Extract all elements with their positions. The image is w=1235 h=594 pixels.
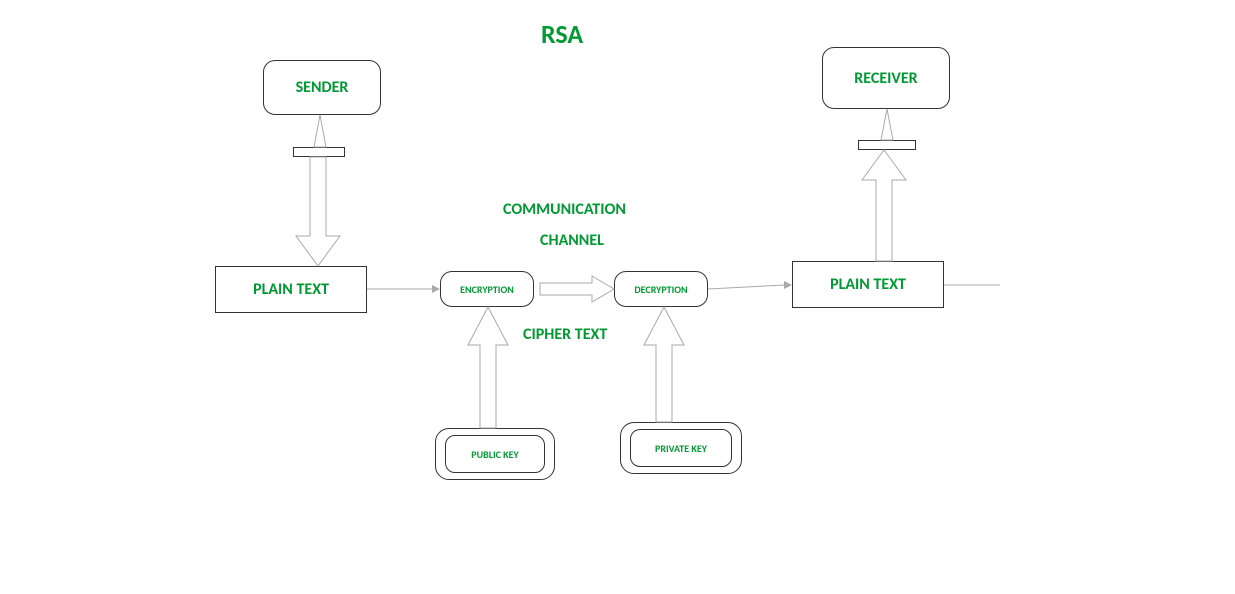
encryption-node: ENCRYPTION xyxy=(440,271,534,307)
sender-bar xyxy=(293,147,345,157)
plaintext-right-node: PLAIN TEXT xyxy=(792,261,944,308)
channel-label: CHANNEL xyxy=(540,231,604,250)
communication-label: COMMUNICATION xyxy=(503,200,626,219)
plaintext-left-node: PLAIN TEXT xyxy=(215,266,367,313)
private-key-node: PRIVATE KEY xyxy=(630,429,732,467)
sender-node: SENDER xyxy=(263,60,381,115)
decryption-node: DECRYPTION xyxy=(614,271,708,307)
receiver-bar xyxy=(858,140,916,150)
public-key-node: PUBLIC KEY xyxy=(445,435,545,473)
cipher-text-label: CIPHER TEXT xyxy=(523,325,607,344)
diagram-title: RSA xyxy=(541,18,583,50)
receiver-node: RECEIVER xyxy=(822,47,950,109)
